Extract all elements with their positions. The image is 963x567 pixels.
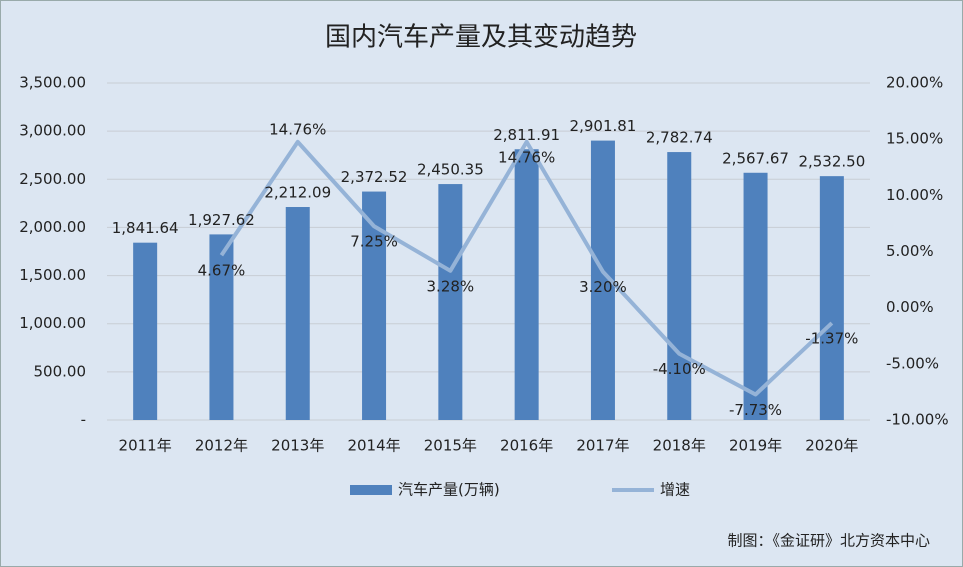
x-tick-label: 2018年	[653, 437, 706, 455]
x-tick-label: 2020年	[805, 437, 858, 455]
bar-label: 2,212.09	[264, 184, 331, 202]
bar-label: 2,532.50	[798, 153, 865, 171]
y-tick-label: 2,000.00	[19, 218, 86, 236]
bar	[133, 242, 158, 420]
bar-label: 2,450.35	[417, 161, 484, 179]
bar-label: 2,811.91	[493, 126, 560, 144]
y2-tick-label: 5.00%	[886, 242, 934, 260]
bar	[743, 172, 768, 420]
line-label: -1.37%	[805, 330, 858, 348]
source-note: 制图：《金证研》北方资本中心	[727, 532, 930, 550]
bar	[667, 152, 692, 420]
x-tick-label: 2014年	[347, 437, 400, 455]
bar-label: 2,782.74	[646, 129, 713, 147]
bar-label: 2,372.52	[341, 168, 408, 186]
bar-label: 1,841.64	[112, 219, 179, 237]
y-tick-label: 3,500.00	[19, 74, 86, 92]
y-tick-label: -	[81, 411, 86, 429]
legend-label: 增速	[660, 481, 690, 499]
y2-tick-label: -10.00%	[886, 411, 949, 429]
y-tick-label: 500.00	[34, 362, 87, 380]
line-label: 7.25%	[350, 233, 398, 251]
x-tick-label: 2013年	[271, 437, 324, 455]
bar	[514, 149, 539, 420]
line-label: -7.73%	[729, 401, 782, 419]
line-label: 4.67%	[198, 262, 246, 280]
y2-tick-label: -5.00%	[886, 354, 939, 372]
legend-label: 汽车产量(万辆)	[398, 481, 500, 499]
x-tick-label: 2019年	[729, 437, 782, 455]
y-tick-label: 2,500.00	[19, 170, 86, 188]
y-tick-label: 1,000.00	[19, 314, 86, 332]
bar-label: 2,567.67	[722, 149, 789, 167]
line-label: 14.76%	[498, 148, 555, 166]
x-tick-label: 2016年	[500, 437, 553, 455]
y2-tick-label: 10.00%	[886, 186, 943, 204]
bar-label: 1,927.62	[188, 211, 255, 229]
y2-tick-label: 0.00%	[886, 298, 934, 316]
bar-label: 2,901.81	[570, 117, 637, 135]
line	[219, 139, 834, 397]
line-label: 3.20%	[579, 278, 627, 296]
chart-title: 国内汽车产量及其变动趋势	[325, 23, 637, 53]
bar	[819, 176, 844, 420]
bar	[285, 207, 310, 420]
y2-tick-label: 20.00%	[886, 74, 943, 92]
line-label: 3.28%	[427, 277, 475, 295]
x-tick-label: 2017年	[576, 437, 629, 455]
y-tick-label: 3,000.00	[19, 122, 86, 140]
bar	[209, 234, 234, 420]
bar	[438, 184, 463, 420]
y2-tick-label: 15.00%	[886, 130, 943, 148]
y-tick-label: 1,500.00	[19, 266, 86, 284]
line-label: 14.76%	[269, 120, 326, 138]
x-tick-label: 2011年	[119, 437, 172, 455]
line-label: -4.10%	[653, 360, 706, 378]
x-tick-label: 2015年	[424, 437, 477, 455]
x-tick-label: 2012年	[195, 437, 248, 455]
legend-swatch	[350, 485, 392, 495]
